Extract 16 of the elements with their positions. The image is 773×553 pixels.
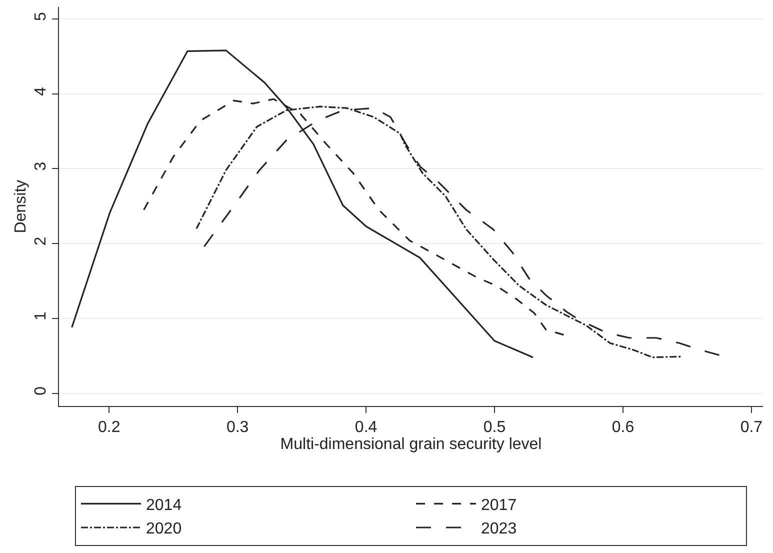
- x-tick-label: 0.6: [612, 419, 634, 436]
- y-tick-label: 0: [32, 386, 50, 396]
- x-tick-label: 0.4: [354, 419, 378, 436]
- x-tick-label: 0.2: [98, 419, 120, 436]
- y-tick-label: 5: [32, 12, 50, 22]
- y-axis-title: Density: [12, 180, 30, 234]
- y-tick-label: 4: [32, 86, 50, 96]
- y-tick-label: 3: [32, 162, 50, 171]
- x-axis-title: Multi-dimensional grain security level: [280, 436, 542, 454]
- x-tick-label: 0.7: [740, 419, 763, 436]
- x-tick-label: 0.5: [483, 419, 506, 436]
- legend-label: 2014: [146, 496, 182, 514]
- y-tick-label: 2: [32, 236, 50, 246]
- y-tick-label: 1: [32, 311, 50, 320]
- x-tick-label: 0.3: [226, 419, 249, 436]
- legend-label: 2017: [481, 496, 517, 514]
